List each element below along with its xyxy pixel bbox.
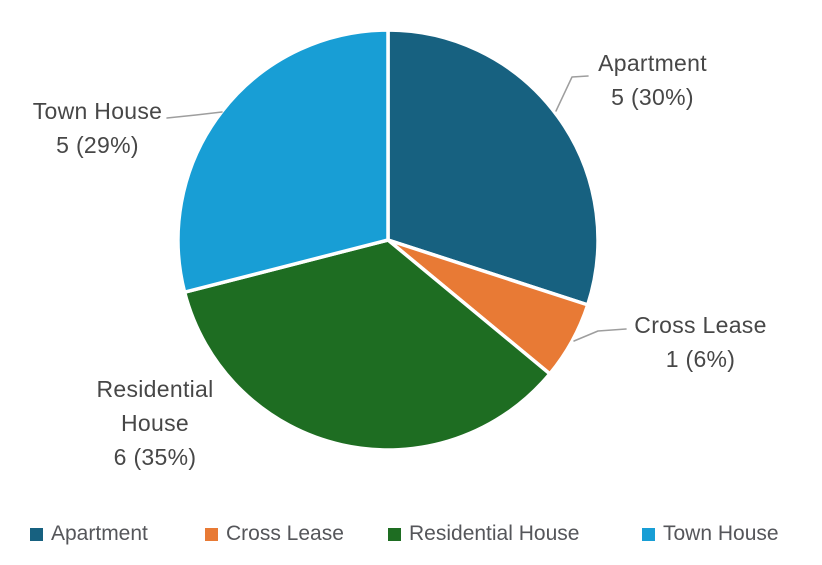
legend-swatch-apartment-icon bbox=[30, 527, 43, 541]
legend-item-apartment[interactable]: Apartment bbox=[30, 519, 148, 549]
callout-residential-house: Residential House 6 (35%) bbox=[80, 372, 230, 474]
legend-label-cross-lease: Cross Lease bbox=[226, 522, 344, 545]
callout-apartment: Apartment 5 (30%) bbox=[570, 46, 735, 114]
leader-line-apartment bbox=[555, 75, 589, 112]
legend-item-cross-lease[interactable]: Cross Lease bbox=[205, 519, 344, 549]
pie-slice-apartment[interactable] bbox=[386, 28, 600, 307]
chart-legend: Apartment Cross Lease Residential House … bbox=[0, 519, 822, 549]
callout-apartment-label: Apartment bbox=[598, 50, 707, 76]
callout-apartment-value: 5 (30%) bbox=[611, 84, 694, 110]
legend-label-town-house: Town House bbox=[663, 522, 779, 545]
legend-swatch-cross-lease-icon bbox=[205, 527, 218, 541]
legend-swatch-town-house-icon bbox=[642, 527, 655, 541]
legend-label-residential-house: Residential House bbox=[409, 522, 580, 545]
legend-swatch-residential-house-icon bbox=[388, 527, 401, 541]
callout-town-house: Town House 5 (29%) bbox=[20, 94, 175, 162]
legend-label-apartment: Apartment bbox=[51, 522, 148, 545]
legend-item-town-house[interactable]: Town House bbox=[642, 519, 779, 549]
callout-residential-house-label: Residential House bbox=[96, 376, 214, 436]
leader-line-town-house bbox=[166, 111, 223, 119]
pie-slice-residential-house[interactable] bbox=[182, 238, 552, 452]
callout-cross-lease: Cross Lease 1 (6%) bbox=[618, 308, 783, 376]
leader-lines bbox=[166, 75, 627, 342]
leader-line-cross-lease bbox=[573, 328, 627, 342]
callout-town-house-value: 5 (29%) bbox=[56, 132, 139, 158]
pie-slices bbox=[176, 28, 600, 452]
callout-town-house-label: Town House bbox=[32, 98, 163, 124]
callout-residential-house-value: 6 (35%) bbox=[113, 444, 197, 470]
callout-cross-lease-value: 1 (6%) bbox=[665, 346, 736, 372]
legend-item-residential-house[interactable]: Residential House bbox=[388, 519, 579, 549]
callout-cross-lease-label: Cross Lease bbox=[634, 312, 767, 338]
